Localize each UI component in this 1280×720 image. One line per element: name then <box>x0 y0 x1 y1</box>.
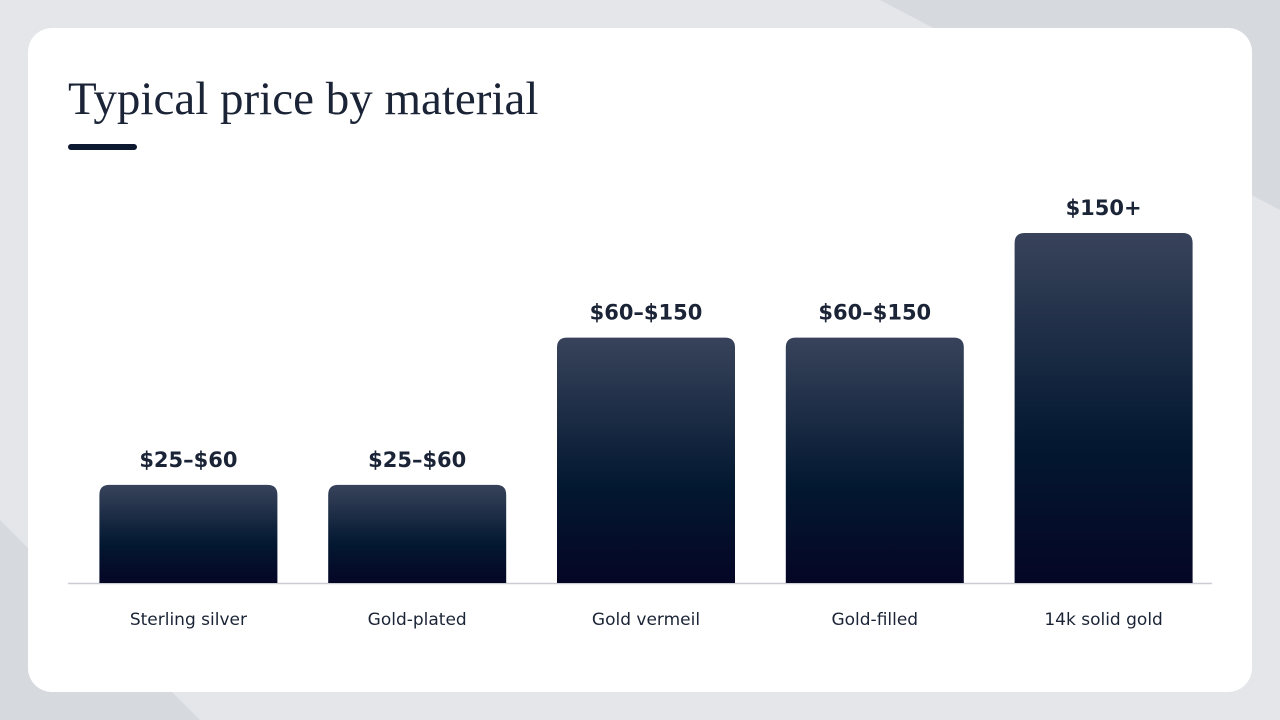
x-tick-label: Sterling silver <box>130 610 247 630</box>
value-label: $150+ <box>1066 196 1142 220</box>
chart-title: Typical price by material <box>68 73 538 125</box>
bar <box>785 337 964 583</box>
bar <box>328 484 507 583</box>
title-underline <box>68 144 137 150</box>
plot: $25–$60 Sterling silver $25–$60 Gold-plated… <box>99 196 1193 630</box>
x-tick-label: 14k solid gold <box>1044 610 1163 630</box>
value-label: $60–$150 <box>590 301 703 325</box>
value-label: $25–$60 <box>139 448 237 472</box>
value-label: $25–$60 <box>368 448 466 472</box>
bar <box>99 484 278 583</box>
x-tick-label: Gold-filled <box>831 610 918 630</box>
x-tick-label: Gold vermeil <box>592 610 700 630</box>
value-label: $60–$150 <box>818 301 931 325</box>
bar <box>1014 233 1193 583</box>
bar <box>557 337 735 583</box>
x-tick-label: Gold-plated <box>368 610 467 630</box>
